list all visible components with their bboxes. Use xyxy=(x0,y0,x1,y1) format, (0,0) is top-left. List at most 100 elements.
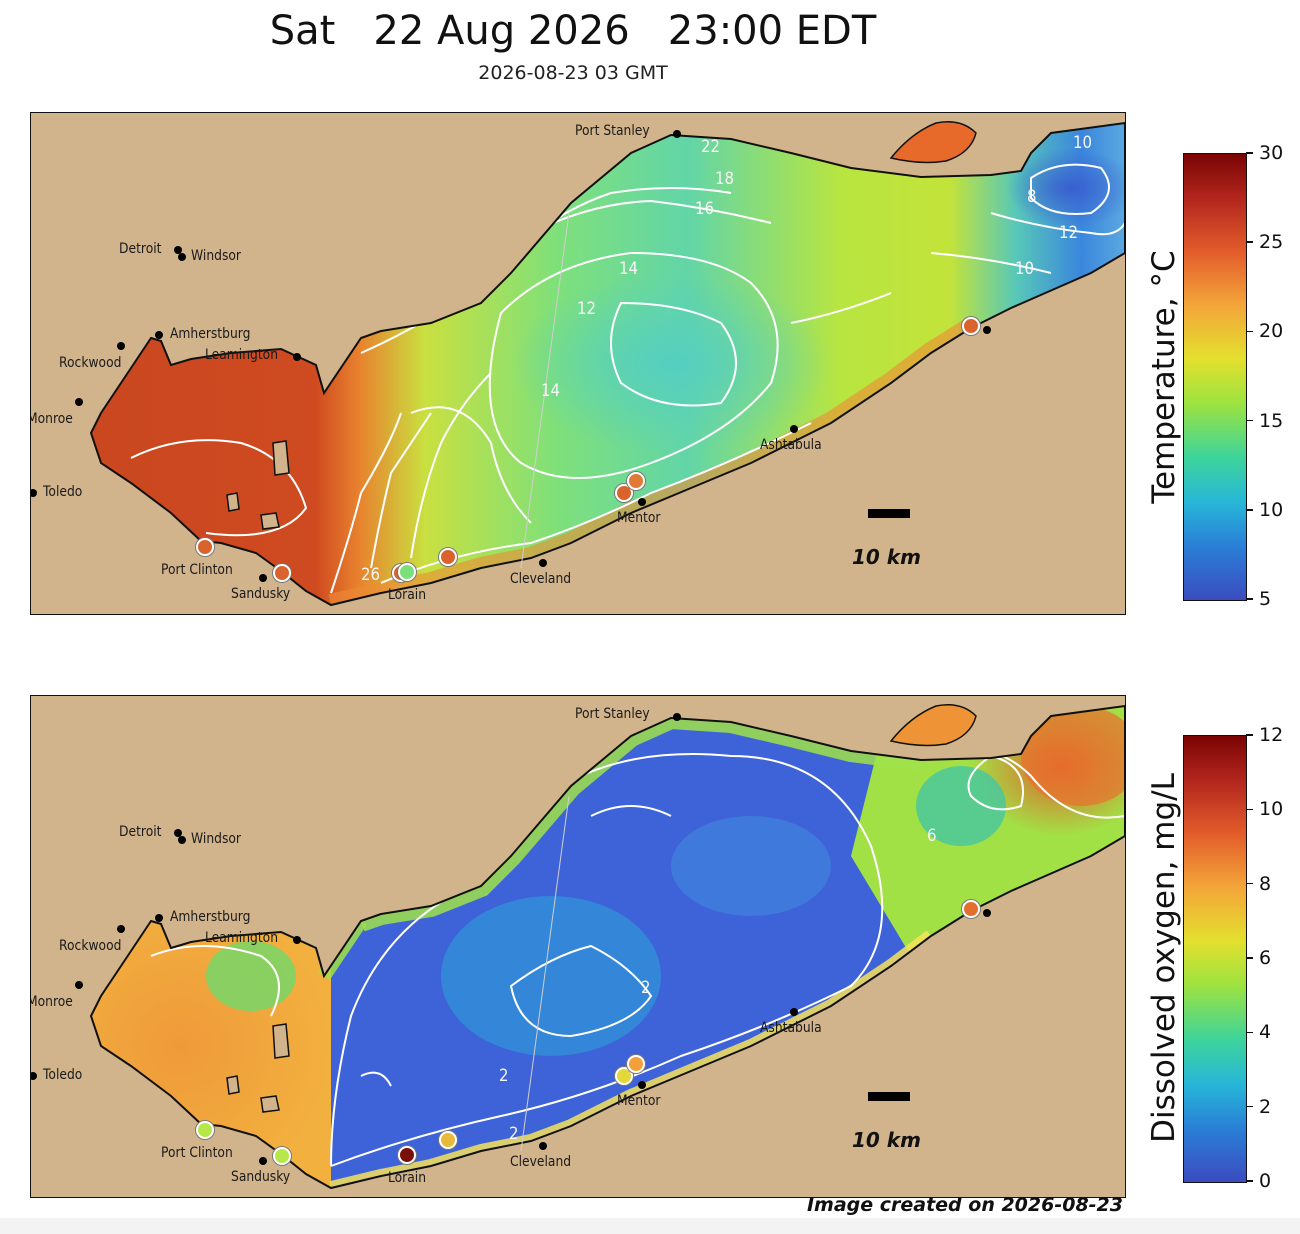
city-label-lorain: Lorain xyxy=(388,1170,427,1186)
city-label-sandusky: Sandusky xyxy=(231,586,291,602)
city-marker xyxy=(539,559,547,567)
station-marker[interactable] xyxy=(439,1131,457,1149)
city-label-sandusky: Sandusky xyxy=(231,1169,291,1185)
city-label-rockwood: Rockwood xyxy=(59,355,122,371)
oxygen-colorbar-ticks: 12 10 8 6 4 2 0 xyxy=(1246,724,1300,1192)
city-marker xyxy=(117,342,125,350)
temperature-map: 22 18 16 14 12 14 10 8 12 10 26 Port Sta… xyxy=(30,112,1126,615)
city-marker xyxy=(259,574,267,582)
tick-label: 15 xyxy=(1259,409,1284,432)
tick-label: 8 xyxy=(1259,872,1272,895)
station-marker[interactable] xyxy=(398,1146,416,1164)
city-marker xyxy=(259,1157,267,1165)
contour-label: 14 xyxy=(619,259,639,279)
station-marker[interactable] xyxy=(439,548,457,566)
tick-label: 10 xyxy=(1259,498,1284,521)
tick-label: 10 xyxy=(1259,798,1284,821)
station-marker[interactable] xyxy=(273,564,291,582)
city-label-leamington: Leamington xyxy=(205,930,279,946)
temperature-colorbar xyxy=(1183,153,1247,601)
station-marker[interactable] xyxy=(273,1147,291,1165)
contour-label: 10 xyxy=(1015,259,1035,279)
city-marker xyxy=(155,914,163,922)
station-marker[interactable] xyxy=(615,1067,633,1085)
tick-label: 4 xyxy=(1259,1021,1272,1044)
city-marker xyxy=(75,398,83,406)
city-marker xyxy=(790,1008,798,1016)
city-label-mentor: Mentor xyxy=(617,510,661,526)
tick-label: 30 xyxy=(1259,142,1284,164)
city-label-windsor: Windsor xyxy=(191,248,241,264)
tick-label: 6 xyxy=(1259,947,1272,969)
contour-label: 2 xyxy=(509,1124,519,1144)
city-label-ashtabula: Ashtabula xyxy=(760,1020,822,1036)
city-label-monroe: Monroe xyxy=(30,411,73,427)
city-label-port-stanley: Port Stanley xyxy=(575,123,650,139)
city-marker xyxy=(293,936,301,944)
station-marker[interactable] xyxy=(962,317,980,335)
oxygen-colorbar xyxy=(1183,735,1247,1183)
city-marker xyxy=(983,326,991,334)
station-marker[interactable] xyxy=(627,1055,645,1073)
city-marker xyxy=(155,331,163,339)
city-marker xyxy=(178,253,186,261)
city-marker xyxy=(638,498,646,506)
contour-label: 12 xyxy=(577,299,597,319)
city-marker xyxy=(178,836,186,844)
tick-label: 20 xyxy=(1259,320,1284,343)
city-label-cleveland: Cleveland xyxy=(510,1154,572,1170)
station-marker[interactable] xyxy=(962,900,980,918)
city-marker xyxy=(673,130,681,138)
city-marker xyxy=(174,829,182,837)
station-marker[interactable] xyxy=(196,538,214,556)
contour-label: 26 xyxy=(361,565,381,585)
city-label-amherstburg: Amherstburg xyxy=(170,326,251,342)
contour-label: 14 xyxy=(541,381,561,401)
city-label-windsor: Windsor xyxy=(191,831,241,847)
tick-label: 0 xyxy=(1259,1170,1272,1192)
image-created-note: Image created on 2026-08-23 xyxy=(806,1194,1123,1216)
tick-label: 12 xyxy=(1259,724,1284,746)
contour-label: 8 xyxy=(1027,187,1037,207)
station-marker[interactable] xyxy=(196,1121,214,1139)
contour-label: 10 xyxy=(1073,133,1093,153)
station-marker[interactable] xyxy=(627,472,645,490)
city-marker xyxy=(638,1081,646,1089)
oxygen-colorbar-label: Dissolved oxygen, mg/L xyxy=(1146,773,1182,1143)
oxygen-map: 6 2 2 2 Port Stanley Detroit Windsor Amh… xyxy=(30,695,1126,1198)
city-label-monroe: Monroe xyxy=(30,994,73,1010)
city-label-ashtabula: Ashtabula xyxy=(760,437,822,453)
contour-label: 18 xyxy=(715,169,735,189)
temperature-colorbar-label: Temperature, °C xyxy=(1146,250,1182,504)
temperature-colorbar-ticks: 30 25 20 15 10 5 xyxy=(1246,142,1300,610)
city-label-toledo: Toledo xyxy=(43,1067,83,1083)
scale-bar xyxy=(868,509,910,518)
contour-label: 6 xyxy=(927,826,937,846)
tick-label: 2 xyxy=(1259,1095,1272,1118)
city-label-amherstburg: Amherstburg xyxy=(170,909,251,925)
window-bottom-bar xyxy=(0,1218,1300,1234)
city-marker xyxy=(293,353,301,361)
city-label-port-stanley: Port Stanley xyxy=(575,706,650,722)
tick-label: 5 xyxy=(1259,588,1272,610)
page-title: Sat 22 Aug 2026 23:00 EDT xyxy=(269,8,877,54)
contour-label: 16 xyxy=(695,199,715,219)
contour-label: 22 xyxy=(701,137,721,157)
contour-label: 2 xyxy=(641,978,651,998)
city-marker xyxy=(75,981,83,989)
city-label-mentor: Mentor xyxy=(617,1093,661,1109)
city-label-detroit: Detroit xyxy=(119,241,162,257)
city-marker xyxy=(31,1072,37,1080)
station-marker[interactable] xyxy=(398,563,416,581)
city-label-port-clinton: Port Clinton xyxy=(161,1145,233,1161)
city-label-rockwood: Rockwood xyxy=(59,938,122,954)
station-marker[interactable] xyxy=(615,484,633,502)
scale-bar xyxy=(868,1092,910,1101)
city-marker xyxy=(31,489,37,497)
contour-label: 2 xyxy=(499,1066,509,1086)
city-marker xyxy=(174,246,182,254)
city-label-detroit: Detroit xyxy=(119,824,162,840)
city-marker xyxy=(983,909,991,917)
page-subtitle: 2026-08-23 03 GMT xyxy=(478,62,668,84)
contour-label: 12 xyxy=(1059,223,1079,243)
